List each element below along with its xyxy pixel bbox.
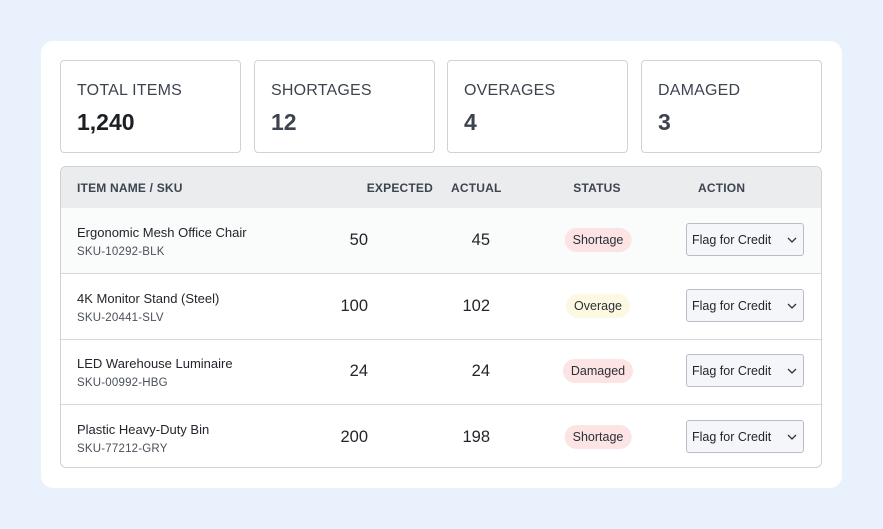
column-header: EXPECTED — [366, 181, 433, 195]
item-sku: SKU-00992-HBG — [77, 377, 168, 389]
stat-value: 12 — [271, 109, 297, 135]
table-row: 4K Monitor Stand (Steel) SKU-20441-SLV 100… — [61, 274, 821, 340]
expected-qty: 100 — [340, 296, 368, 315]
status-badge: Shortage — [564, 228, 632, 252]
stat-card: SHORTAGES 12 — [254, 60, 435, 153]
column-header: ACTUAL — [451, 181, 502, 195]
item-sku: SKU-10292-BLK — [77, 246, 165, 258]
column-header: STATUS — [573, 181, 621, 195]
table-header: ITEM NAME / SKU EXPECTED ACTUAL STATUS A… — [61, 167, 821, 209]
table-row: LED Warehouse Luminaire SKU-00992-HBG 24 24… — [61, 339, 821, 405]
expected-qty: 24 — [349, 362, 368, 380]
status-badge: Shortage — [564, 424, 632, 449]
table-row: Ergonomic Mesh Office Chair SKU-10292-BLK… — [61, 208, 821, 274]
select-text: Flag for Credit — [692, 364, 772, 378]
expected-qty: 50 — [349, 231, 368, 249]
item-sku: SKU-20441-SLV — [77, 311, 164, 324]
action-select[interactable]: Flag for Credit — [686, 354, 804, 387]
chevron-icon — [787, 303, 797, 309]
stat-value: 4 — [464, 109, 477, 135]
actual-qty: 45 — [471, 231, 490, 249]
select-text: Flag for Credit — [692, 233, 772, 247]
status-badge: Damaged — [562, 359, 634, 383]
stat-card: DAMAGED 3 — [641, 60, 822, 153]
action-select[interactable]: Flag for Credit — [686, 419, 804, 453]
column-header: ITEM NAME / SKU — [77, 181, 183, 195]
item-sku: SKU-77212-GRY — [77, 442, 168, 455]
column-header: ACTION — [698, 181, 746, 195]
status-badge: Overage — [566, 293, 630, 318]
stat-value: 1,240 — [77, 109, 135, 135]
stat-label: DAMAGED — [658, 82, 741, 99]
item-name: Plastic Heavy-Duty Bin — [77, 421, 210, 437]
select-text: Flag for Credit — [692, 429, 772, 444]
action-select[interactable]: Flag for Credit — [686, 288, 804, 322]
item-name: LED Warehouse Luminaire — [77, 356, 233, 371]
stat-value: 3 — [658, 109, 671, 135]
actual-qty: 198 — [462, 427, 490, 446]
expected-qty: 200 — [340, 427, 368, 446]
report-card: ITEM NAME / SKU EXPECTED ACTUAL STATUS A… — [41, 41, 842, 488]
chevron-icon — [787, 237, 797, 243]
select-text: Flag for Credit — [692, 298, 772, 313]
chevron-icon — [787, 368, 797, 374]
item-name: Ergonomic Mesh Office Chair — [77, 225, 247, 240]
chevron-icon — [787, 434, 797, 440]
stat-label: TOTAL ITEMS — [77, 82, 183, 99]
stat-card: TOTAL ITEMS 1,240 — [60, 60, 241, 153]
actual-qty: 102 — [462, 296, 490, 315]
discrepancy-table: ITEM NAME / SKU EXPECTED ACTUAL STATUS A… — [60, 166, 822, 468]
stat-label: OVERAGES — [464, 82, 556, 99]
action-select[interactable]: Flag for Credit — [686, 223, 804, 256]
stat-label: SHORTAGES — [271, 82, 372, 99]
actual-qty: 24 — [471, 362, 490, 380]
stat-card: OVERAGES 4 — [447, 60, 628, 153]
table-row: Plastic Heavy-Duty Bin SKU-77212-GRY 200 19… — [61, 405, 821, 468]
item-name: 4K Monitor Stand (Steel) — [77, 290, 220, 306]
